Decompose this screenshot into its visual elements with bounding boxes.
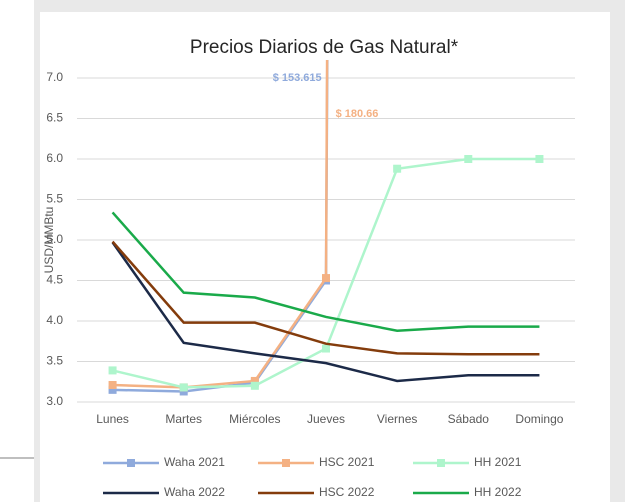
data-label: $ 180.66 (336, 108, 379, 120)
point-marker (393, 164, 402, 173)
point-marker (179, 387, 188, 396)
side-panel (0, 0, 34, 502)
y-tick-label: 7.0 (46, 70, 63, 84)
legend-label: HH 2021 (474, 455, 522, 469)
legend-label: HSC 2022 (319, 485, 375, 499)
y-tick-label: 6.5 (46, 111, 63, 125)
point-marker (322, 274, 330, 283)
series-line (111, 211, 540, 332)
point-marker (250, 376, 259, 385)
series-line (111, 240, 540, 356)
point-marker (108, 366, 117, 375)
y-tick-label: 4.5 (46, 273, 63, 287)
legend-label: HSC 2021 (319, 455, 375, 469)
legend-marker (282, 459, 290, 467)
y-tick-label: 6.0 (46, 151, 63, 165)
point-marker (322, 344, 330, 353)
chart-title: Precios Diarios de Gas Natural* (190, 37, 459, 58)
legend-label: Waha 2021 (164, 455, 225, 469)
point-marker (108, 385, 117, 394)
point-marker (250, 381, 259, 390)
point-marker (535, 155, 544, 163)
point-marker (464, 155, 473, 163)
y-axis-label: USD/MMBtu (42, 207, 56, 274)
legend-marker (437, 459, 445, 467)
y-tick-label: 3.0 (46, 394, 63, 408)
data-label: $ 153.615 (273, 72, 322, 84)
point-marker (179, 383, 188, 392)
x-tick-label: Domingo (515, 412, 563, 426)
x-tick-label: Lunes (96, 412, 129, 426)
x-tick-label: Sábado (448, 412, 490, 426)
x-tick-label: Martes (165, 412, 202, 426)
series-line (111, 241, 540, 383)
y-tick-label: 5.5 (46, 192, 63, 206)
point-marker (108, 380, 117, 389)
y-tick-label: 3.5 (46, 354, 63, 368)
series-group (108, 60, 544, 396)
legend-label: HH 2022 (474, 485, 522, 499)
y-tick-label: 5.0 (46, 232, 63, 246)
x-tick-label: Viernes (377, 412, 417, 426)
legend-label: Waha 2022 (164, 485, 225, 499)
y-tick-label: 4.0 (46, 313, 63, 327)
x-tick-label: Miércoles (229, 412, 280, 426)
legend-marker (127, 459, 135, 467)
x-tick-label: Jueves (307, 412, 345, 426)
